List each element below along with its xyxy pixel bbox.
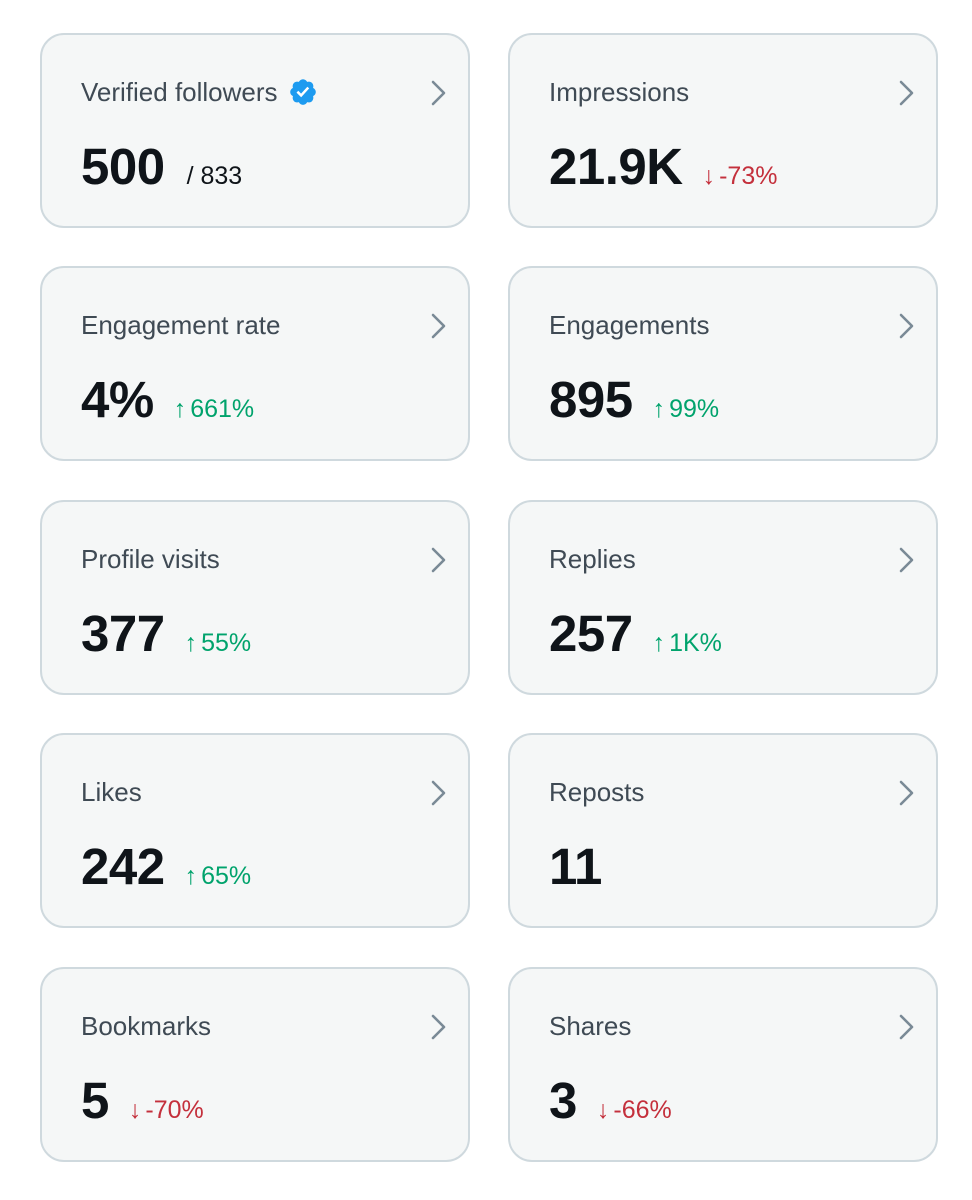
metric-value: 257	[549, 605, 633, 662]
card-profile-visits[interactable]: Profile visits 377 ↑ 55%	[40, 500, 470, 695]
metric-delta: ↑ 55%	[185, 629, 252, 658]
arrow-up-icon: ↑	[184, 629, 198, 657]
metric-value: 895	[549, 371, 633, 428]
card-title: Verified followers	[81, 77, 318, 107]
arrow-up-icon: ↑	[652, 629, 666, 657]
metric-row: 257 ↑ 1K%	[549, 606, 722, 662]
metric-row: 5 ↓ -70%	[81, 1073, 204, 1129]
card-engagements[interactable]: Engagements 895 ↑ 99%	[508, 266, 938, 461]
metric-row: 11	[549, 839, 602, 895]
metric-value: 5	[81, 1072, 109, 1129]
chevron-right-icon[interactable]	[896, 312, 918, 340]
metric-total: / 833	[186, 162, 243, 190]
chevron-right-icon[interactable]	[428, 312, 450, 340]
card-title: Reposts	[549, 777, 644, 807]
delta-value: -66%	[613, 1096, 672, 1124]
chevron-right-icon[interactable]	[896, 1013, 918, 1041]
chevron-right-icon[interactable]	[896, 79, 918, 107]
chevron-right-icon[interactable]	[428, 779, 450, 807]
card-title: Profile visits	[81, 544, 220, 574]
metric-row: 4% ↑ 661%	[81, 372, 254, 428]
metric-value: 11	[549, 838, 602, 895]
metric-delta: ↓ -70%	[129, 1096, 204, 1125]
arrow-up-icon: ↑	[652, 395, 666, 423]
delta-value: 1K%	[669, 629, 722, 657]
card-title-text: Reposts	[549, 777, 645, 807]
chevron-right-icon[interactable]	[428, 546, 450, 574]
card-title-text: Engagement rate	[81, 310, 281, 340]
metric-delta: ↓ -73%	[703, 162, 778, 191]
metric-row: 895 ↑ 99%	[549, 372, 719, 428]
card-title: Replies	[549, 544, 636, 574]
arrow-down-icon: ↓	[128, 1096, 142, 1124]
metric-row: 3 ↓ -66%	[549, 1073, 672, 1129]
verified-badge-icon	[289, 79, 316, 105]
card-title: Engagements	[549, 310, 709, 340]
card-title-text: Impressions	[549, 77, 690, 107]
metric-delta: ↓ -66%	[597, 1096, 672, 1125]
card-title: Impressions	[549, 77, 689, 107]
delta-value: 65%	[201, 862, 252, 890]
card-title-text: Shares	[549, 1011, 632, 1041]
card-title-text: Bookmarks	[81, 1011, 212, 1041]
arrow-up-icon: ↑	[184, 862, 198, 890]
card-title: Engagement rate	[81, 310, 280, 340]
metric-value: 500	[81, 138, 165, 195]
card-reposts[interactable]: Reposts 11	[508, 733, 938, 928]
card-title: Shares	[549, 1011, 631, 1041]
card-title-text: Profile visits	[81, 544, 220, 574]
metric-value: 377	[81, 605, 165, 662]
metric-value: 242	[81, 838, 165, 895]
card-impressions[interactable]: Impressions 21.9K ↓ -73%	[508, 33, 938, 228]
card-shares[interactable]: Shares 3 ↓ -66%	[508, 967, 938, 1162]
chevron-right-icon[interactable]	[896, 546, 918, 574]
delta-value: -70%	[145, 1096, 204, 1124]
metric-delta: ↑ 661%	[174, 395, 254, 424]
metric-delta: ↑ 1K%	[653, 629, 722, 658]
card-title-text: Verified followers	[81, 77, 278, 107]
card-title-text: Engagements	[549, 310, 710, 340]
metric-delta: ↑ 65%	[185, 862, 252, 891]
metric-value: 21.9K	[549, 138, 683, 195]
card-bookmarks[interactable]: Bookmarks 5 ↓ -70%	[40, 967, 470, 1162]
card-likes[interactable]: Likes 242 ↑ 65%	[40, 733, 470, 928]
chevron-right-icon[interactable]	[896, 779, 918, 807]
arrow-down-icon: ↓	[596, 1096, 610, 1124]
metric-value: 3	[549, 1072, 577, 1129]
arrow-up-icon: ↑	[173, 395, 187, 423]
arrow-down-icon: ↓	[702, 162, 716, 190]
metric-row: 242 ↑ 65%	[81, 839, 251, 895]
metric-row: 21.9K ↓ -73%	[549, 139, 777, 195]
card-title: Bookmarks	[81, 1011, 211, 1041]
delta-value: 55%	[201, 629, 252, 657]
card-verified-followers[interactable]: Verified followers 500 / 833	[40, 33, 470, 228]
metric-delta: ↑ 99%	[653, 395, 720, 424]
card-title-text: Likes	[81, 777, 142, 807]
card-title: Likes	[81, 777, 142, 807]
metric-value: 4%	[81, 371, 154, 428]
metric-row: 377 ↑ 55%	[81, 606, 251, 662]
metric-row: 500 / 833	[81, 139, 242, 195]
chevron-right-icon[interactable]	[428, 79, 450, 107]
delta-value: 661%	[190, 395, 255, 423]
card-engagement-rate[interactable]: Engagement rate 4% ↑ 661%	[40, 266, 470, 461]
delta-value: -73%	[719, 162, 778, 190]
chevron-right-icon[interactable]	[428, 1013, 450, 1041]
card-replies[interactable]: Replies 257 ↑ 1K%	[508, 500, 938, 695]
delta-value: 99%	[669, 395, 720, 423]
card-title-text: Replies	[549, 544, 636, 574]
